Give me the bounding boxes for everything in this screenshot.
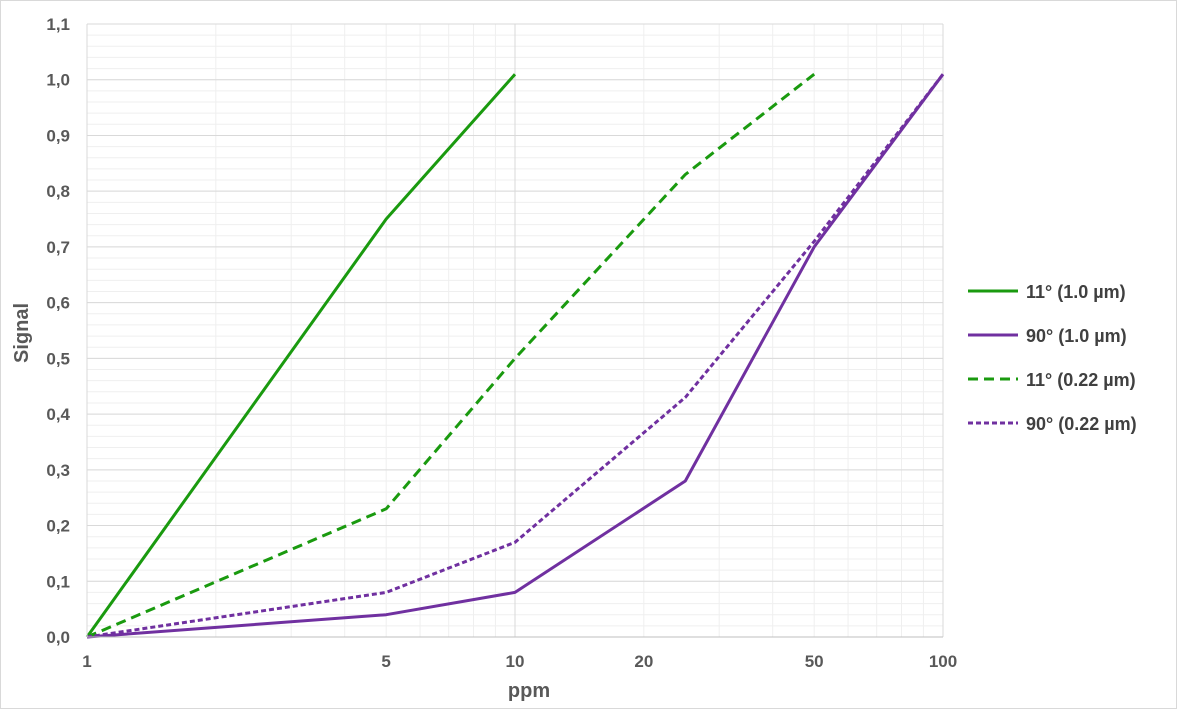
y-tick-label: 0,6 — [46, 294, 70, 313]
y-tick-label: 0,8 — [46, 182, 70, 201]
x-tick-label: 10 — [506, 652, 525, 671]
y-tick-label: 0,9 — [46, 126, 70, 145]
x-tick-label: 1 — [82, 652, 91, 671]
y-tick-label: 1,0 — [46, 71, 70, 90]
legend-label-1: 11° (1.0 µm) — [1026, 282, 1126, 302]
legend-label-2: 90° (1.0 µm) — [1026, 326, 1127, 346]
y-axis-title: Signal — [11, 303, 33, 363]
y-tick-label: 0,1 — [46, 572, 70, 591]
y-tick-label: 0,4 — [46, 405, 70, 424]
y-tick-label: 0,7 — [46, 238, 70, 257]
legend-label-4: 90° (0.22 µm) — [1026, 414, 1137, 434]
x-tick-label: 5 — [381, 652, 390, 671]
series-line-4 — [86, 73, 945, 639]
y-tick-label: 0,2 — [46, 517, 70, 536]
legend-label-3: 11° (0.22 µm) — [1026, 370, 1136, 390]
y-tick-labels: 0,0 0,1 0,2 0,3 0,4 0,5 0,6 0,7 0,8 0,9 1,0 1,1 — [46, 15, 70, 647]
y-tick-label: 0,3 — [46, 461, 70, 480]
x-tick-label: 100 — [929, 652, 957, 671]
series-line-3 — [86, 73, 816, 639]
y-tick-label: 0,5 — [46, 349, 70, 368]
axes — [86, 24, 943, 638]
series-lines — [85, 73, 945, 639]
series-line-1 — [85, 73, 517, 638]
x-tick-label: 20 — [634, 652, 653, 671]
x-axis-title: ppm — [508, 680, 550, 702]
legend: 11° (1.0 µm) 90° (1.0 µm) 11° (0.22 µm) 90°… — [968, 282, 1137, 434]
series-line-2 — [86, 73, 945, 639]
x-tick-label: 50 — [805, 652, 824, 671]
y-tick-label: 0,0 — [46, 628, 70, 647]
x-tick-labels: 1 5 10 20 50 100 — [82, 652, 957, 671]
y-tick-label: 1,1 — [46, 15, 70, 34]
